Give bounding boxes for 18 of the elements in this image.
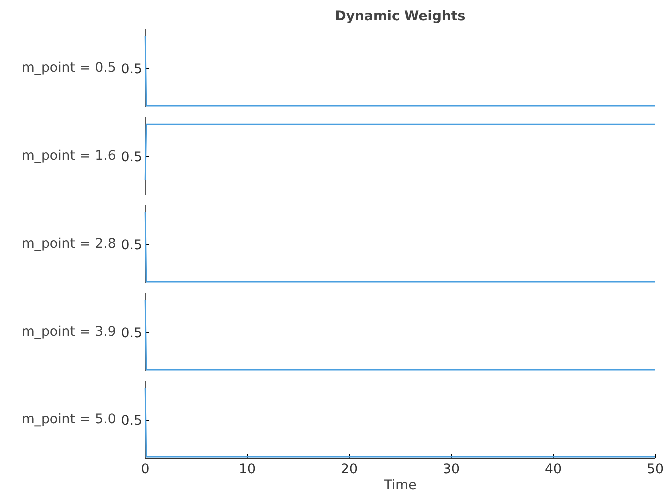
x-tick-label: 0 (141, 462, 150, 478)
text: 0.5 (121, 238, 143, 254)
y-axis-title: m_point = 0.5 (22, 61, 116, 76)
text: 0.5 (121, 326, 143, 342)
x-tick-label: 40 (545, 462, 562, 478)
text: 0.5 (121, 150, 143, 166)
x-axis-title: Time (383, 478, 417, 494)
y-axis-title: m_point = 1.6 (22, 149, 116, 164)
x-tick-label: 10 (239, 462, 256, 478)
x-tick-label: 30 (443, 462, 460, 478)
y-axis-title: m_point = 5.0 (22, 412, 116, 428)
y-axis-title: m_point = 3.9 (22, 325, 116, 340)
x-tick-label: 20 (341, 462, 358, 478)
chart-title: Dynamic Weights (335, 10, 466, 24)
y-axis-title: m_point = 2.8 (22, 237, 116, 252)
x-tick-label: 50 (647, 462, 664, 478)
text: 0.5 (121, 414, 143, 429)
text: 0.5 (121, 62, 143, 78)
